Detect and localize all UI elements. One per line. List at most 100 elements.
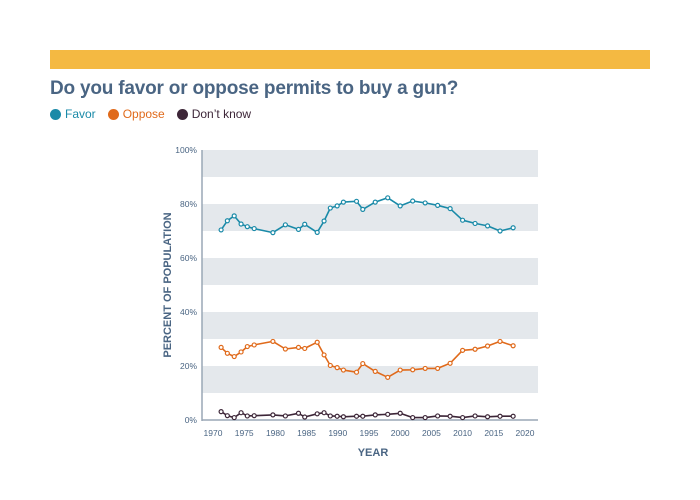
legend-item-oppose: Oppose bbox=[107, 107, 165, 121]
point-oppose bbox=[244, 343, 250, 350]
x-tick-label: 1975 bbox=[235, 428, 254, 438]
point-don-t-know bbox=[321, 410, 327, 416]
point-favor bbox=[447, 205, 453, 212]
point-don-t-know bbox=[340, 414, 347, 420]
point-don-t-know bbox=[360, 413, 366, 419]
point-don-t-know bbox=[385, 411, 391, 417]
tick-labels: 0% 20% 40% 60% 80% 100% 1970 1975 1980 1985 1990 19… bbox=[175, 145, 534, 438]
point-favor bbox=[484, 223, 491, 229]
point-oppose bbox=[484, 343, 491, 349]
point-favor bbox=[397, 203, 403, 209]
point-don-t-know bbox=[435, 413, 441, 419]
point-oppose bbox=[422, 365, 428, 372]
point-don-t-know bbox=[238, 410, 244, 416]
point-favor bbox=[327, 205, 333, 211]
point-favor bbox=[238, 221, 244, 227]
grid-band bbox=[202, 258, 538, 285]
point-oppose bbox=[510, 343, 516, 349]
point-favor bbox=[231, 213, 237, 219]
x-tick-label: 1990 bbox=[328, 428, 347, 438]
point-don-t-know bbox=[295, 410, 302, 416]
point-favor bbox=[435, 202, 441, 208]
y-tick-label: 40% bbox=[180, 307, 197, 317]
point-oppose bbox=[372, 368, 378, 374]
point-favor bbox=[295, 226, 302, 232]
grid-bands bbox=[202, 150, 538, 393]
point-oppose bbox=[314, 339, 320, 345]
header-accent-bar bbox=[50, 50, 650, 69]
point-oppose bbox=[397, 367, 403, 373]
point-oppose bbox=[385, 374, 391, 380]
series-favor bbox=[218, 195, 516, 236]
point-don-t-know bbox=[251, 413, 257, 419]
x-tick-label: 1995 bbox=[360, 428, 379, 438]
point-oppose bbox=[270, 338, 276, 345]
point-oppose bbox=[353, 369, 360, 375]
series-don-t-know bbox=[218, 409, 516, 421]
point-oppose bbox=[302, 345, 308, 352]
point-don-t-know bbox=[218, 409, 224, 415]
grid-band bbox=[202, 204, 538, 231]
legend-dot-dont-know-icon bbox=[176, 108, 188, 120]
point-oppose bbox=[497, 338, 503, 345]
x-tick-label: 2010 bbox=[453, 428, 472, 438]
point-oppose bbox=[410, 367, 416, 373]
x-tick-label: 1970 bbox=[204, 428, 223, 438]
point-don-t-know bbox=[327, 413, 333, 419]
point-favor bbox=[360, 206, 366, 212]
line-don-t-know bbox=[220, 410, 514, 419]
legend-label-oppose: Oppose bbox=[122, 107, 165, 121]
point-oppose bbox=[231, 353, 237, 360]
point-favor bbox=[302, 221, 308, 227]
point-favor bbox=[314, 229, 320, 235]
point-favor bbox=[460, 217, 466, 223]
grid-band bbox=[202, 312, 538, 339]
point-don-t-know bbox=[353, 413, 360, 419]
x-tick-label: 1980 bbox=[266, 428, 285, 438]
point-oppose bbox=[282, 346, 288, 352]
point-oppose bbox=[251, 342, 257, 348]
point-don-t-know bbox=[314, 411, 320, 417]
point-favor bbox=[321, 218, 327, 224]
point-favor bbox=[353, 198, 360, 204]
y-tick-label: 20% bbox=[180, 361, 197, 371]
point-oppose bbox=[460, 347, 466, 353]
x-tick-label: 2000 bbox=[391, 428, 410, 438]
point-don-t-know bbox=[224, 413, 230, 419]
x-tick-label: 1985 bbox=[297, 428, 316, 438]
point-oppose bbox=[360, 360, 366, 367]
legend-dot-favor-icon bbox=[50, 108, 61, 120]
point-favor bbox=[340, 199, 347, 205]
legend-label-favor: Favor bbox=[65, 107, 96, 121]
legend-item-dont-know: Don’t know bbox=[176, 107, 251, 121]
point-favor bbox=[224, 218, 230, 224]
point-oppose bbox=[340, 367, 347, 373]
point-don-t-know bbox=[372, 412, 378, 418]
point-don-t-know bbox=[244, 413, 250, 419]
point-don-t-know bbox=[302, 414, 308, 420]
point-favor bbox=[282, 222, 288, 228]
point-oppose bbox=[224, 350, 230, 356]
grid-band bbox=[202, 150, 538, 177]
point-don-t-know bbox=[422, 414, 428, 421]
point-favor bbox=[270, 230, 276, 236]
point-don-t-know bbox=[282, 413, 288, 419]
point-don-t-know bbox=[270, 412, 276, 418]
y-tick-label: 0% bbox=[185, 415, 198, 425]
series-oppose bbox=[218, 338, 516, 380]
point-oppose bbox=[472, 346, 478, 352]
point-don-t-know bbox=[397, 410, 403, 416]
point-oppose bbox=[238, 349, 244, 355]
chart-title: Do you favor or oppose permits to buy a … bbox=[50, 78, 459, 99]
axes bbox=[201, 150, 538, 421]
point-oppose bbox=[447, 360, 453, 366]
point-don-t-know bbox=[447, 413, 453, 419]
point-don-t-know bbox=[231, 414, 237, 421]
point-don-t-know bbox=[410, 414, 416, 421]
point-oppose bbox=[218, 344, 224, 350]
legend: Favor Oppose Don’t know bbox=[50, 107, 251, 121]
legend-item-favor: Favor bbox=[50, 107, 96, 121]
point-oppose bbox=[321, 352, 327, 358]
point-favor bbox=[385, 195, 391, 201]
